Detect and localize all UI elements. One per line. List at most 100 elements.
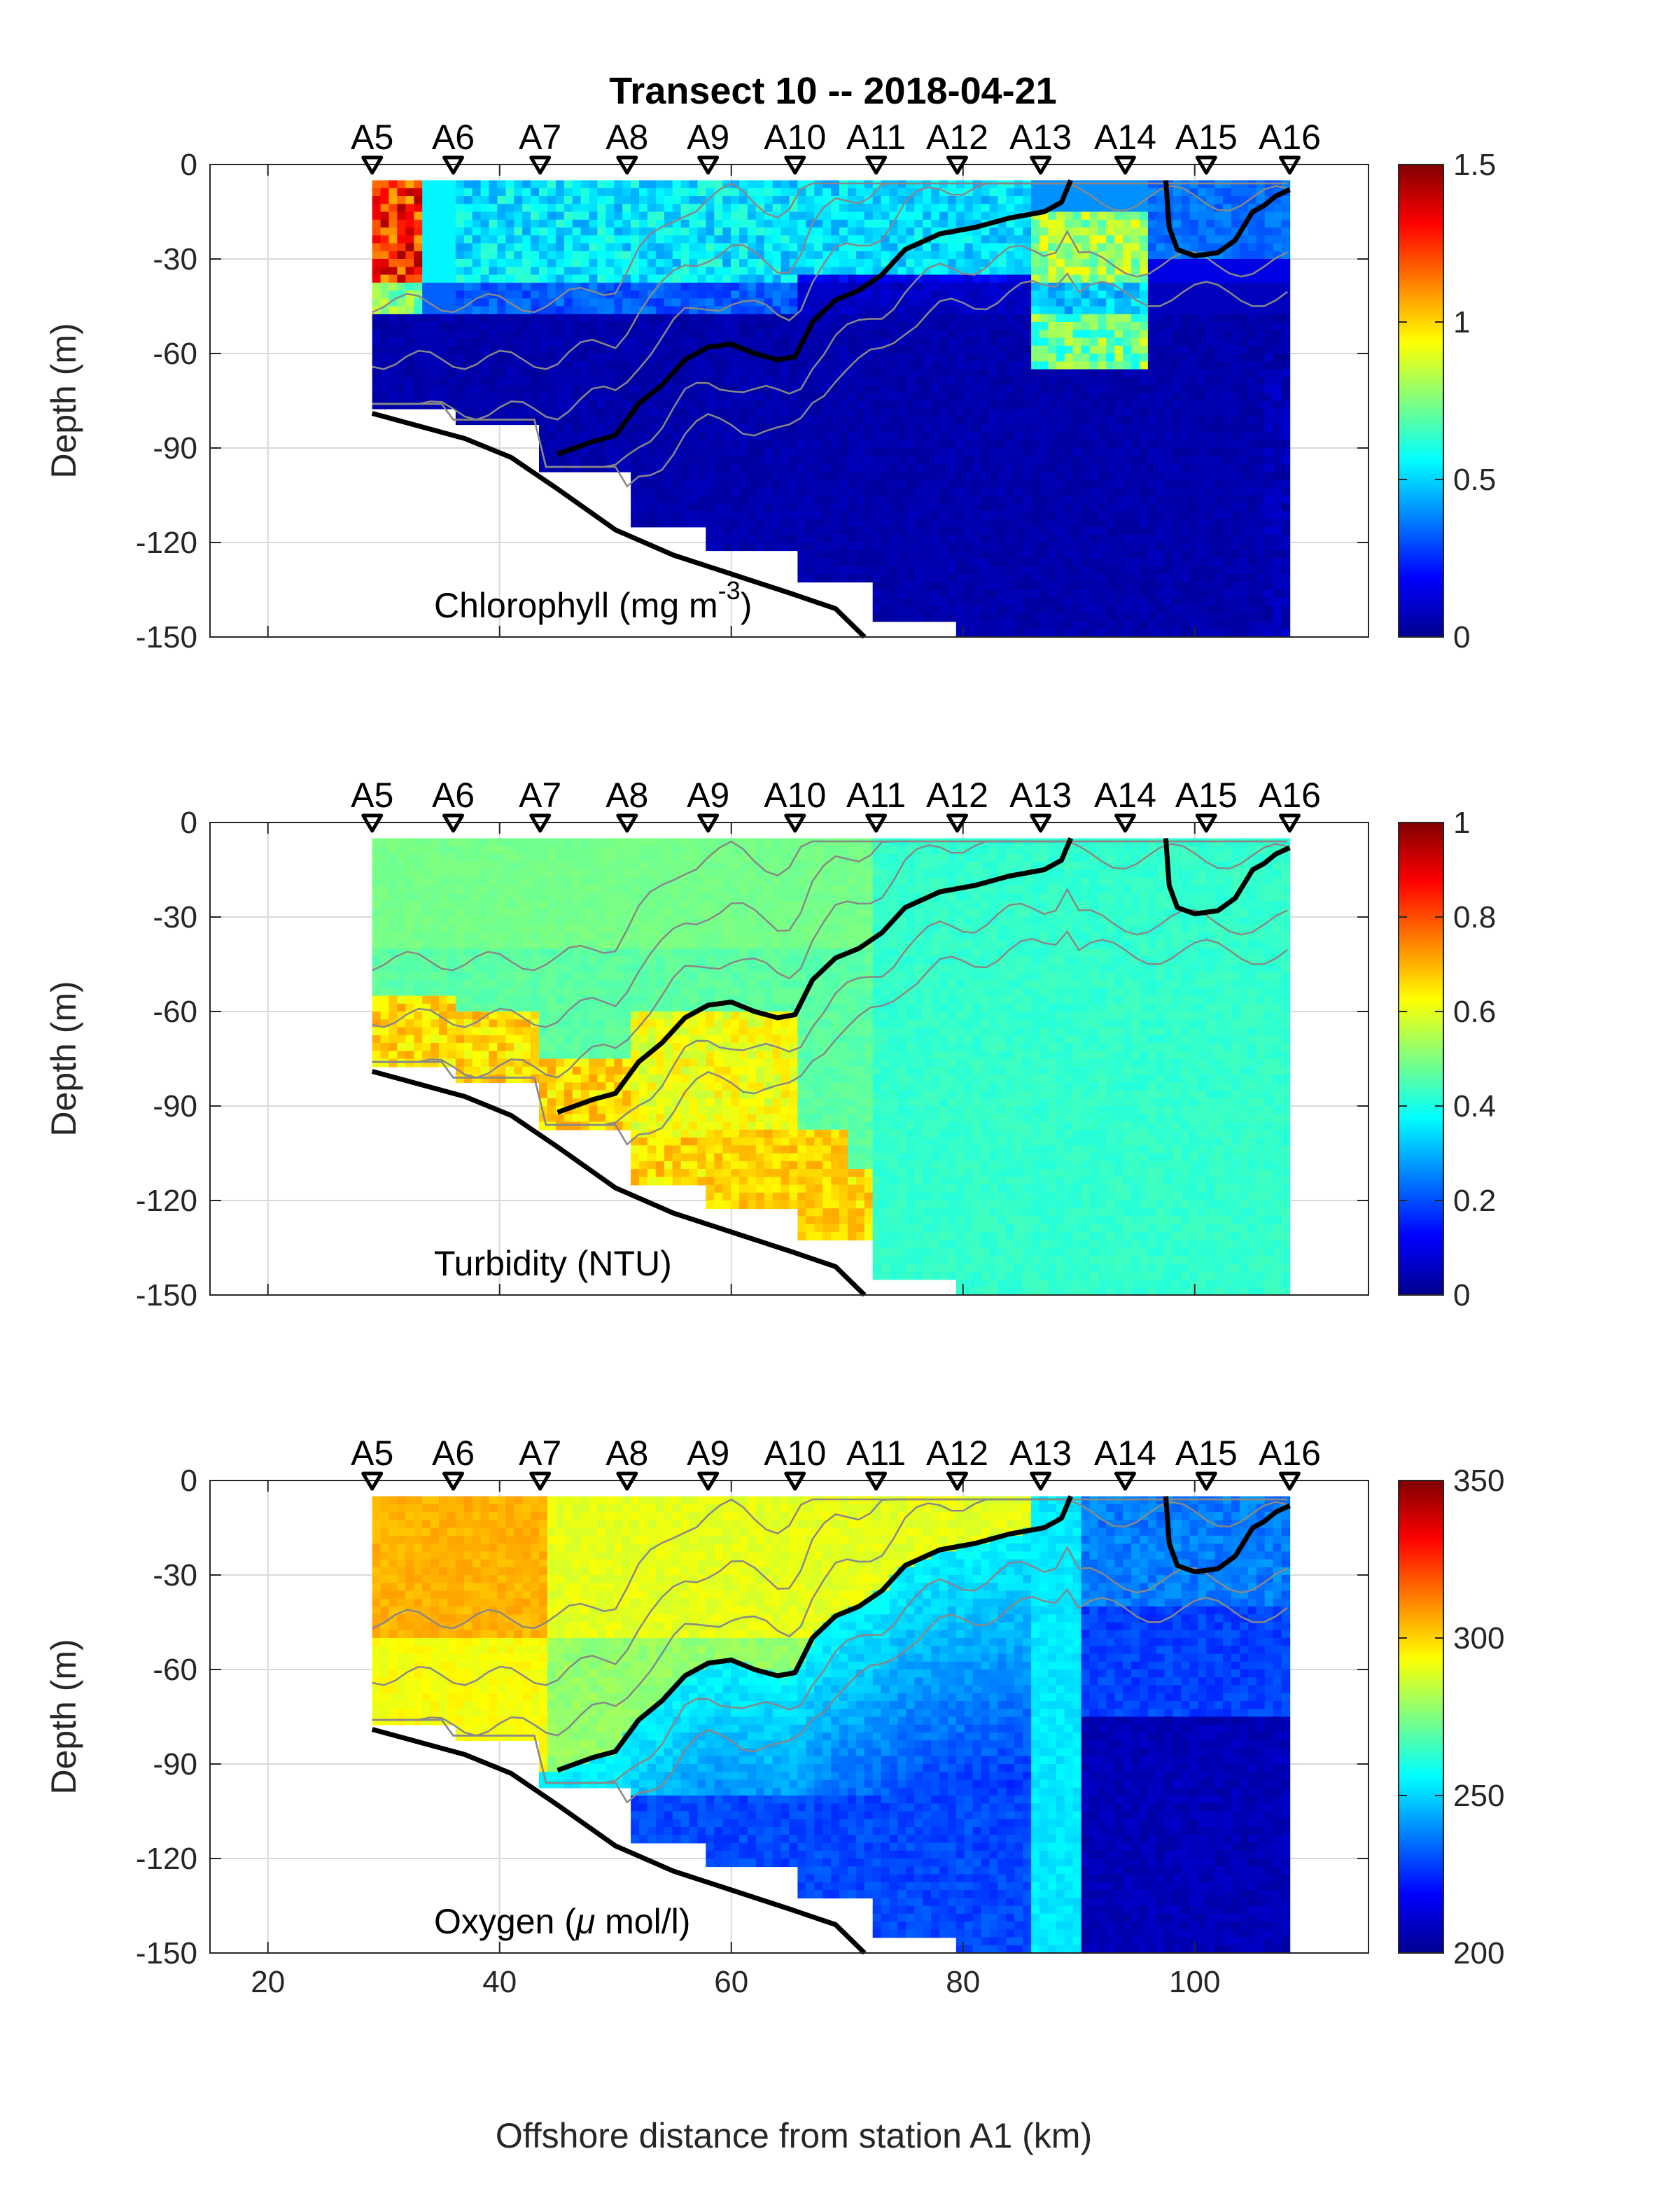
heatmap-cell xyxy=(1114,314,1124,323)
heatmap-cell xyxy=(589,188,598,197)
heatmap-cell xyxy=(1098,448,1107,457)
heatmap-cell xyxy=(1131,211,1140,220)
heatmap-cell xyxy=(989,314,999,323)
heatmap-cell xyxy=(864,400,874,410)
heatmap-cell xyxy=(1172,424,1182,433)
heatmap-cell xyxy=(1064,511,1074,520)
heatmap-cell xyxy=(1223,574,1232,583)
heatmap-cell xyxy=(1014,219,1023,228)
heatmap-cell xyxy=(714,534,723,543)
heatmap-cell xyxy=(972,597,982,606)
heatmap-cell xyxy=(881,330,890,339)
heatmap-cell xyxy=(989,337,999,346)
heatmap-cell xyxy=(889,330,899,339)
heatmap-cell xyxy=(1140,227,1149,237)
heatmap-cell xyxy=(1040,354,1049,363)
heatmap-cell xyxy=(789,519,799,528)
heatmap-cell xyxy=(906,597,915,606)
heatmap-cell xyxy=(639,495,648,504)
heatmap-cell xyxy=(964,424,974,433)
heatmap-cell xyxy=(555,298,565,307)
heatmap-cell xyxy=(947,345,957,354)
heatmap-cell xyxy=(655,519,665,528)
heatmap-cell xyxy=(914,479,923,489)
heatmap-cell xyxy=(1240,503,1249,512)
heatmap-cell xyxy=(914,487,923,496)
heatmap-cell xyxy=(872,613,882,622)
heatmap-cell xyxy=(522,282,531,291)
heatmap-cell xyxy=(1064,503,1074,512)
heatmap-cell xyxy=(1172,298,1182,307)
heatmap-cell xyxy=(1081,542,1091,552)
heatmap-cell xyxy=(1031,589,1040,598)
heatmap-cell xyxy=(706,361,715,370)
heatmap-cell xyxy=(1014,424,1023,433)
heatmap-cell xyxy=(1056,314,1065,323)
heatmap-cell xyxy=(755,393,765,402)
heatmap-cell xyxy=(664,354,673,363)
heatmap-cell xyxy=(997,566,1007,575)
heatmap-cell xyxy=(872,361,882,370)
heatmap-cell xyxy=(480,211,490,220)
heatmap-cell xyxy=(1106,196,1115,205)
heatmap-cell xyxy=(872,503,882,512)
heatmap-cell xyxy=(1231,463,1240,472)
heatmap-cell xyxy=(1164,345,1174,354)
heatmap-cell xyxy=(1189,542,1199,552)
heatmap-cell xyxy=(864,196,874,205)
heatmap-cell xyxy=(564,306,573,315)
heatmap-cell xyxy=(814,550,823,559)
heatmap-cell xyxy=(1123,534,1132,543)
heatmap-cell xyxy=(789,314,799,323)
heatmap-cell xyxy=(606,188,615,197)
heatmap-cell xyxy=(1023,526,1032,536)
heatmap-cell xyxy=(606,416,615,426)
heatmap-cell xyxy=(706,479,715,489)
heatmap-cell xyxy=(1131,629,1140,638)
heatmap-cell xyxy=(689,322,699,331)
heatmap-cell xyxy=(422,393,431,402)
heatmap-cell xyxy=(972,322,982,331)
heatmap-cell xyxy=(455,259,465,268)
heatmap-cell xyxy=(1240,456,1249,465)
heatmap-cell xyxy=(780,290,790,300)
heatmap-cell xyxy=(1223,306,1232,315)
heatmap-cell xyxy=(1040,345,1049,354)
heatmap-cell xyxy=(689,251,699,260)
heatmap-cell xyxy=(697,361,707,370)
heatmap-cell xyxy=(655,361,665,370)
heatmap-cell xyxy=(706,274,715,284)
heatmap-cell xyxy=(1240,345,1249,354)
heatmap-cell xyxy=(772,542,782,552)
heatmap-cell xyxy=(923,479,932,489)
heatmap-cell xyxy=(1172,558,1182,567)
heatmap-cell xyxy=(1189,314,1199,323)
heatmap-cell xyxy=(480,243,490,252)
heatmap-cell xyxy=(489,330,498,339)
heatmap-cell xyxy=(1140,219,1149,228)
heatmap-cell xyxy=(939,243,948,252)
heatmap-cell xyxy=(955,463,965,472)
heatmap-cell xyxy=(931,463,940,472)
heatmap-cell xyxy=(1198,211,1208,220)
heatmap-cell xyxy=(997,204,1007,213)
heatmap-cell xyxy=(747,259,757,268)
heatmap-cell xyxy=(1223,345,1232,354)
heatmap-cell xyxy=(831,235,840,244)
heatmap-cell xyxy=(1056,377,1065,386)
heatmap-cell xyxy=(806,377,815,386)
heatmap-cell xyxy=(972,519,982,528)
heatmap-cell xyxy=(1064,463,1074,472)
heatmap-cell xyxy=(797,369,807,378)
heatmap-cell xyxy=(614,337,623,346)
heatmap-cell xyxy=(1198,503,1208,512)
heatmap-cell xyxy=(480,400,490,410)
heatmap-cell xyxy=(964,314,974,323)
heatmap-cell xyxy=(614,354,623,363)
heatmap-cell xyxy=(839,354,848,363)
heatmap-cell xyxy=(1198,369,1208,378)
heatmap-cell xyxy=(831,416,840,426)
heatmap-cell xyxy=(1114,361,1124,370)
heatmap-cell xyxy=(1123,487,1132,496)
heatmap-cell xyxy=(405,251,415,260)
